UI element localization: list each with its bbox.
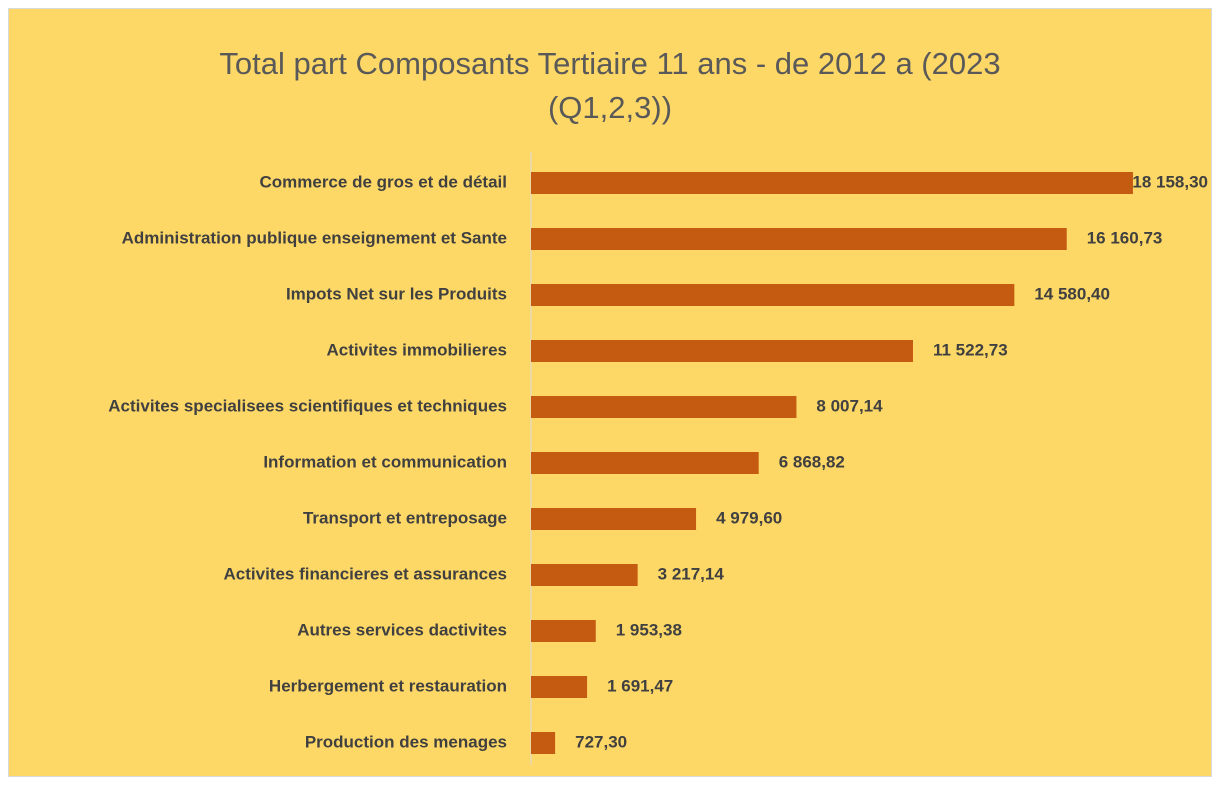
bar [531, 732, 556, 754]
category-label: Autres services dactivites [297, 620, 507, 639]
value-label: 6 868,82 [779, 452, 845, 471]
bar [531, 284, 1015, 306]
bar [531, 340, 913, 362]
value-label: 4 979,60 [716, 508, 782, 527]
value-label: 18 158,30 [1132, 172, 1208, 191]
value-label: 727,30 [575, 732, 627, 751]
category-label: Activites financieres et assurances [224, 564, 507, 583]
bar [531, 564, 638, 586]
bar [531, 452, 759, 474]
bar [531, 172, 1133, 194]
bar [531, 508, 697, 530]
bar [531, 228, 1067, 250]
category-label: Activites specialisees scientifiques et … [108, 396, 507, 415]
category-label: Transport et entreposage [303, 508, 507, 527]
category-label: Impots Net sur les Produits [286, 284, 507, 303]
value-label: 1 691,47 [607, 676, 673, 695]
category-label: Commerce de gros et de détail [259, 172, 507, 191]
category-label: Herbergement et restauration [269, 676, 507, 695]
value-label: 1 953,38 [616, 620, 682, 639]
chart-frame [8, 8, 1212, 777]
bar [531, 676, 588, 698]
value-label: 3 217,14 [658, 564, 725, 583]
value-label: 16 160,73 [1087, 228, 1163, 247]
category-label: Information et communication [263, 452, 507, 471]
bar [531, 620, 596, 642]
value-label: 14 580,40 [1034, 284, 1110, 303]
category-label: Administration publique enseignement et … [122, 228, 507, 247]
chart-title: Total part Composants Tertiaire 11 ans -… [219, 46, 1001, 125]
bar [531, 396, 797, 418]
value-label: 11 522,73 [933, 340, 1008, 359]
category-label: Activites immobilieres [327, 340, 507, 359]
value-label: 8 007,14 [816, 396, 883, 415]
category-label: Production des menages [305, 732, 507, 751]
